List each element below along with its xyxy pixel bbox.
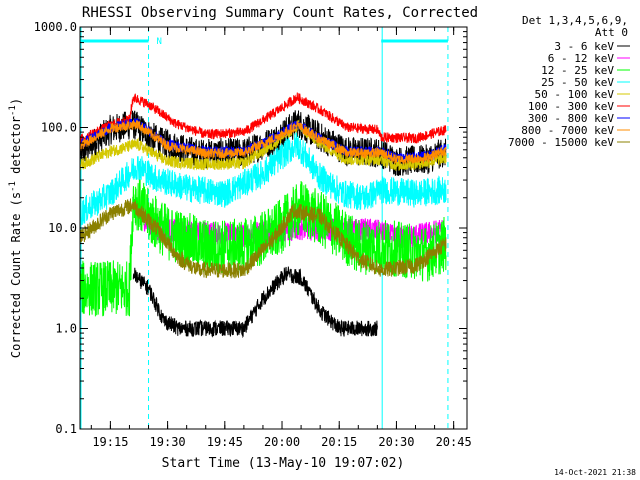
chart-title: RHESSI Observing Summary Count Rates, Co… (82, 5, 478, 21)
x-tick-label-2: 19:45 (207, 435, 243, 449)
x-tick-label-6: 20:45 (436, 435, 472, 449)
series-line-7 (80, 119, 447, 165)
x-tick-label-5: 20:30 (378, 435, 414, 449)
y-axis-label-main: Corrected Count Rate (s (9, 192, 23, 358)
y-tick-label-4: 1000.0 (34, 20, 77, 34)
y-axis-label-end: ) (9, 98, 23, 105)
series-lines (80, 92, 447, 339)
legend-label-3: 25 - 50 keV (541, 76, 614, 89)
axes: 0.1 1.0 10.0 100.0 1000.0 19:15 19:30 19:45 20:0… (34, 20, 472, 449)
legend-label-6: 300 - 800 keV (528, 112, 614, 125)
legend-label-8: 7000 - 15000 keV (508, 136, 614, 149)
legend-header-0: Det 1,3,4,5,6,9, (522, 14, 628, 27)
legend-label-7: 800 - 7000 keV (521, 124, 614, 137)
x-tick-label-1: 19:30 (150, 435, 186, 449)
timestamp: 14-Oct-2021 21:38 (554, 468, 636, 477)
segment-line-0 (132, 266, 378, 339)
y-axis-label: Corrected Count Rate (s-1 detector-1) (8, 98, 23, 358)
x-tick-label-0: 19:15 (92, 435, 128, 449)
series-line-8 (80, 198, 447, 279)
series-line-3 (80, 132, 447, 225)
flag-marker-label: N (157, 37, 162, 47)
legend-header-1: Att 0 (595, 26, 628, 39)
y-tick-label-1: 1.0 (55, 322, 77, 336)
y-tick-label-3: 100.0 (41, 121, 77, 135)
y-axis-label-mid: detector (9, 116, 23, 181)
y-axis-label-sup1: -1 (8, 181, 18, 192)
x-tick-label-3: 20:00 (264, 435, 300, 449)
y-tick-label-0: 0.1 (55, 422, 77, 436)
x-tick-label-4: 20:15 (321, 435, 357, 449)
series-line-2 (80, 178, 447, 317)
legend-label-0: 3 - 6 keV (554, 40, 614, 53)
series-line-5 (80, 92, 447, 145)
legend-label-4: 50 - 100 keV (535, 88, 615, 101)
legend-label-1: 6 - 12 keV (548, 52, 615, 65)
y-tick-label-2: 10.0 (48, 221, 77, 235)
series-line-4 (80, 119, 447, 171)
legend-label-5: 100 - 300 keV (528, 100, 614, 113)
x-axis-label: Start Time (13-May-10 19:07:02) (162, 456, 405, 471)
legend-label-2: 12 - 25 keV (541, 64, 614, 77)
y-axis-label-sup2: -1 (8, 105, 18, 116)
